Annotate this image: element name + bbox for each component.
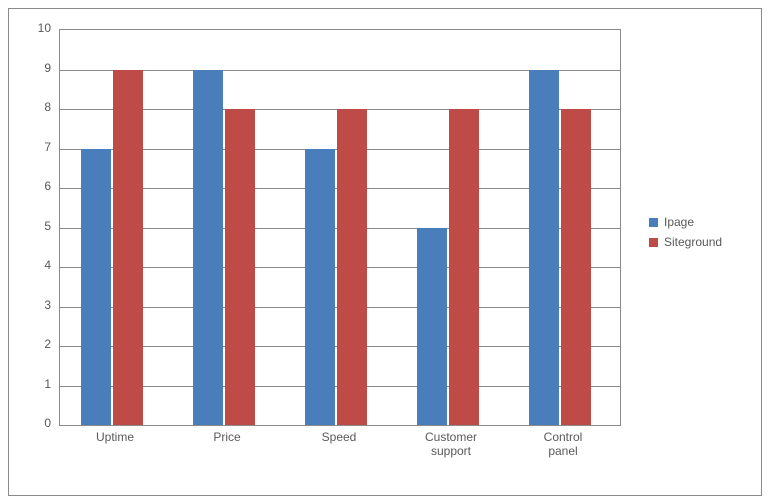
bar-siteground xyxy=(113,70,143,426)
chart-plot-area xyxy=(59,29,621,426)
y-tick-label: 8 xyxy=(29,100,51,114)
legend-label: Ipage xyxy=(664,215,694,229)
x-tick-label: Controlpanel xyxy=(513,430,613,458)
chart-legend: Ipage Siteground xyxy=(649,209,722,255)
bar-siteground xyxy=(449,109,479,425)
y-tick-label: 3 xyxy=(29,298,51,312)
y-tick-label: 9 xyxy=(29,61,51,75)
legend-item-ipage: Ipage xyxy=(649,215,722,229)
bar-siteground xyxy=(337,109,367,425)
bar-ipage xyxy=(81,149,111,426)
legend-swatch xyxy=(649,218,658,227)
legend-label: Siteground xyxy=(664,235,722,249)
x-tick-label: Customersupport xyxy=(401,430,501,458)
y-tick-label: 1 xyxy=(29,377,51,391)
y-tick-label: 6 xyxy=(29,179,51,193)
legend-swatch xyxy=(649,238,658,247)
bar-ipage xyxy=(305,149,335,426)
chart-frame: 0 1 2 3 4 5 6 7 8 9 10 Uptime Price Speed Customersup… xyxy=(8,8,762,496)
y-tick-label: 2 xyxy=(29,337,51,351)
x-tick-label: Uptime xyxy=(65,430,165,444)
y-tick-label: 4 xyxy=(29,258,51,272)
bar-ipage xyxy=(529,70,559,426)
x-tick-label: Speed xyxy=(289,430,389,444)
y-tick-label: 5 xyxy=(29,219,51,233)
y-tick-label: 0 xyxy=(29,416,51,430)
y-tick-label: 7 xyxy=(29,140,51,154)
x-tick-label: Price xyxy=(177,430,277,444)
bar-siteground xyxy=(225,109,255,425)
legend-item-siteground: Siteground xyxy=(649,235,722,249)
bar-ipage xyxy=(193,70,223,426)
bar-siteground xyxy=(561,109,591,425)
bar-ipage xyxy=(417,228,447,426)
y-tick-label: 10 xyxy=(29,21,51,35)
